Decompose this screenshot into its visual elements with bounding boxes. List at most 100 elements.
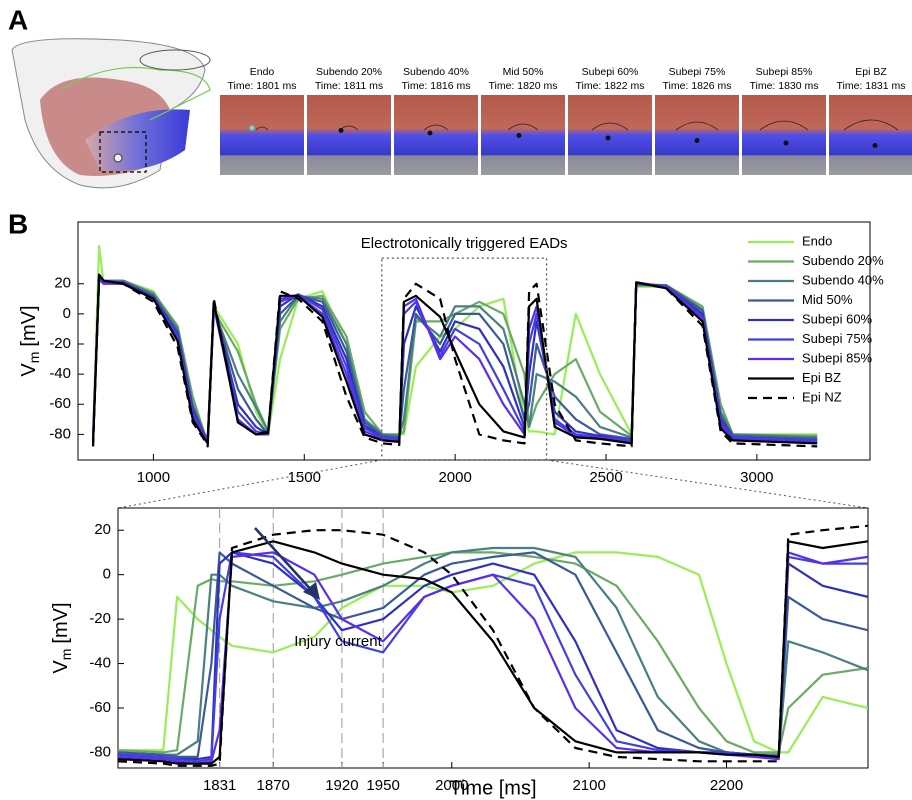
frame-name: Mid 50% — [503, 66, 544, 78]
frame-name: Subendo 40% — [403, 66, 469, 78]
annotation-arrow — [254, 527, 314, 593]
plot-frame — [117, 507, 869, 769]
legend-label: Mid 50% — [802, 292, 853, 307]
frame-name: Endo — [250, 66, 275, 78]
frame-image — [220, 95, 304, 175]
y-label-unit: [mV] — [18, 305, 40, 346]
y-tick-label: -40 — [89, 655, 111, 672]
trace — [118, 524, 868, 767]
annotation: Electrotonically triggered EADs — [361, 235, 568, 252]
heart-model — [11, 38, 211, 189]
x-tick-label: 2500 — [589, 469, 622, 486]
y-label-sub: m — [26, 352, 42, 364]
frame-name: Subendo 20% — [316, 66, 382, 78]
frame-time: Time: 1831 ms — [836, 80, 905, 92]
frame-name: Epi BZ — [855, 66, 887, 78]
wavefront — [507, 123, 539, 131]
frame-time: Time: 1822 ms — [575, 80, 644, 92]
frame-time: Time: 1820 ms — [488, 80, 557, 92]
zoom-connector — [546, 459, 869, 509]
y-tick-label: -20 — [49, 335, 71, 352]
y-tick-label: 20 — [94, 521, 111, 538]
x-tick-label: 1920 — [325, 777, 358, 794]
trace — [118, 540, 868, 765]
site-marker — [338, 128, 344, 133]
site-marker — [783, 140, 789, 146]
legend-label: Subepi 75% — [802, 331, 873, 346]
frame-time: Time: 1811 ms — [315, 80, 383, 92]
arrow-head — [303, 582, 320, 600]
frame-time: Time: 1816 ms — [401, 80, 470, 92]
wavefront — [675, 121, 719, 131]
panel-label: A — [8, 4, 28, 35]
site-marker — [516, 133, 522, 138]
site-marker — [872, 143, 878, 148]
wavefront — [255, 126, 269, 131]
y-tick-label: -80 — [49, 425, 71, 442]
frame-image — [568, 95, 652, 175]
x-tick-label: 2100 — [572, 777, 605, 794]
zoom-box — [381, 257, 548, 461]
x-tick-label: 1831 — [203, 777, 236, 794]
x-tick-label: 2000 — [435, 777, 468, 794]
y-label-main: V — [18, 363, 40, 377]
x-tick-label: 1870 — [257, 777, 290, 794]
y-label-main: V — [50, 660, 72, 674]
trace — [118, 551, 868, 765]
legend-label: Subepi 85% — [802, 350, 873, 365]
legend-label: Epi NZ — [802, 389, 842, 404]
legend-label: Epi BZ — [802, 370, 841, 385]
frame-time: Time: 1826 ms — [662, 80, 731, 92]
chart: -80 -60 -40 -20 0 20 1000 1500 2000 2500 3000 Vm [mV… — [18, 221, 884, 509]
x-tick-label: 1500 — [288, 469, 321, 486]
x-tick-label: 2200 — [710, 777, 743, 794]
x-tick-label: 2000 — [438, 469, 471, 486]
legend-label: Subendo 20% — [802, 253, 884, 268]
x-tick-label: 1000 — [137, 469, 170, 486]
wavefront — [591, 122, 629, 131]
x-tick-label: 3000 — [740, 469, 773, 486]
frame-image — [307, 95, 391, 175]
frame-image — [829, 95, 912, 175]
legend-label: Subepi 60% — [802, 311, 873, 326]
plot-frame — [77, 221, 871, 461]
chart: -80 -60 -40 -20 0 20 1831 1870 1920 1950 2000 2100 2… — [50, 507, 869, 799]
y-label-sub: m — [58, 649, 74, 661]
trace — [92, 273, 818, 448]
frame-name: Subepi 60% — [582, 66, 639, 78]
y-axis-label: Vm [mV] — [50, 602, 73, 673]
frame-name: Subepi 75% — [669, 66, 726, 78]
site-marker — [694, 138, 700, 143]
y-tick-label: 20 — [54, 275, 71, 292]
frame-image — [742, 95, 826, 175]
y-tick-label: -60 — [89, 699, 111, 716]
wavefront — [759, 120, 809, 131]
y-tick-label: -20 — [89, 610, 111, 627]
wavefront — [843, 119, 899, 131]
y-axis-label: Vm [mV] — [18, 305, 41, 376]
x-axis-label: Time [ms] — [449, 777, 536, 799]
wavefront — [423, 124, 449, 131]
y-tick-label: -40 — [49, 365, 71, 382]
y-tick-label: -80 — [89, 743, 111, 760]
annotation: Injury current — [294, 633, 382, 650]
y-tick-label: -60 — [49, 395, 71, 412]
frame-image — [394, 95, 478, 175]
legend-label: Endo — [802, 233, 832, 248]
frame-time: Time: 1830 ms — [749, 80, 818, 92]
y-tick-label: 0 — [103, 566, 111, 583]
site-marker — [605, 135, 611, 141]
x-tick-label: 1950 — [366, 777, 399, 794]
site-marker — [249, 125, 255, 131]
frame-time: Time: 1801 ms — [227, 80, 296, 92]
legend-label: Subendo 40% — [802, 272, 884, 287]
frame-image — [655, 95, 739, 175]
snapshots: Endo Time: 1801 ms Subendo 20% Time: 1811 m… — [220, 66, 912, 175]
y-label-unit: [mV] — [50, 602, 72, 643]
y-tick-label: 0 — [63, 305, 71, 322]
site-marker — [427, 130, 433, 136]
frame-name: Subepi 85% — [756, 66, 813, 78]
frame-image — [481, 95, 565, 175]
